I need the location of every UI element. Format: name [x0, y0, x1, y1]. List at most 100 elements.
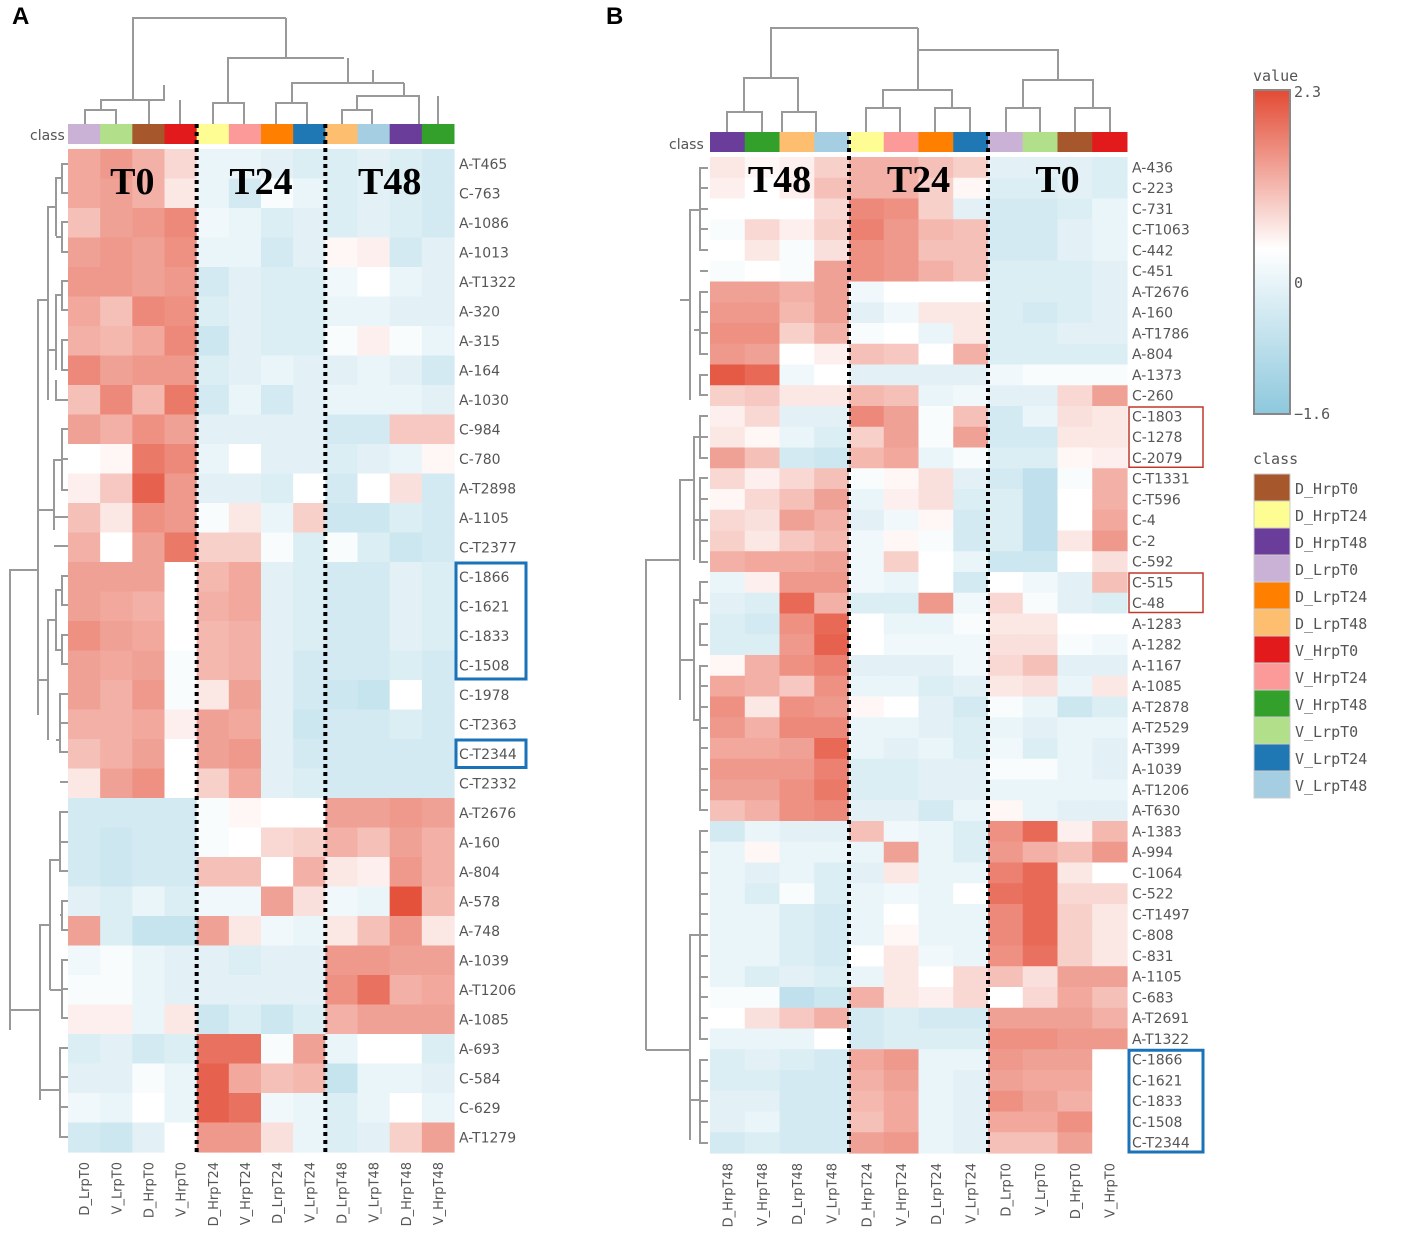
heatmap-cell [814, 1007, 850, 1030]
heatmap-cell [814, 1111, 850, 1133]
heatmap-cell [883, 281, 920, 303]
heatmap-cell [261, 945, 294, 976]
heatmap-cell [228, 1063, 262, 1094]
heatmap-cell [918, 157, 954, 179]
row-label: A-804 [1132, 347, 1173, 363]
heatmap-cell [325, 1063, 359, 1094]
row-label: A-578 [459, 894, 500, 910]
heatmap-cell [1057, 219, 1093, 241]
row-label: C-831 [1132, 949, 1174, 965]
heatmap-cell [918, 945, 954, 967]
heatmap-cell [196, 1093, 230, 1124]
heatmap-cell [132, 798, 166, 829]
row-label: C-1621 [459, 599, 509, 615]
heatmap-cell [710, 364, 746, 386]
heatmap-cell [1057, 779, 1093, 801]
heatmap-cell [132, 473, 166, 504]
heatmap-cell [357, 709, 391, 740]
heatmap-cell [744, 198, 781, 220]
heatmap-cell [849, 987, 885, 1009]
heatmap-cell [883, 509, 920, 532]
heatmap-cell [988, 841, 1024, 864]
heatmap-cell [132, 709, 166, 740]
heatmap-cell [196, 326, 230, 357]
heatmap-cell [100, 798, 133, 829]
heatmap-cell [1022, 281, 1059, 303]
heatmap-cell [814, 1090, 850, 1113]
heatmap-cell [421, 237, 455, 268]
heatmap-cell [228, 857, 262, 888]
heatmap-cell [1057, 1090, 1093, 1113]
heatmap-cell [100, 886, 133, 917]
heatmap-cell [196, 798, 230, 829]
panel-b: B class T48 T24 T0 A-436 C-223 C-731 C-T1063 C… [606, 3, 1205, 1227]
heatmap-cell [1092, 406, 1128, 428]
heatmap-cell [1022, 468, 1059, 490]
heatmap-cell [918, 1090, 954, 1113]
heatmap-cell [164, 562, 198, 593]
heatmap-cell [389, 886, 423, 917]
heatmap-cell [814, 572, 850, 594]
heatmap-cell [953, 468, 989, 490]
heatmap-cell [918, 364, 954, 386]
heatmap-cell [710, 945, 746, 967]
heatmap-cell [1022, 1090, 1059, 1113]
heatmap-cell [228, 886, 262, 917]
heatmap-cell [261, 739, 294, 770]
heatmap-cell [1057, 987, 1093, 1009]
heatmap-cell [100, 1093, 133, 1124]
heatmap-cell [68, 1122, 101, 1153]
heatmap-cell [261, 149, 294, 180]
heatmap-cell [953, 655, 989, 677]
row-label: A-994 [1132, 845, 1173, 861]
heatmap-cell [814, 157, 850, 179]
panel-b-row-labels: A-436 C-223 C-731 C-T1063 C-442 C-451 A-T2676 A… [1132, 160, 1190, 1151]
heatmap-cell [1092, 572, 1128, 594]
heatmap-cell [883, 1132, 920, 1154]
heatmap-cell [744, 364, 781, 386]
heatmap-cell [710, 240, 746, 262]
heatmap-cell [710, 1028, 746, 1050]
heatmap-cell [261, 1063, 294, 1094]
panel-a-heatmap [68, 149, 455, 1153]
heatmap-cell [710, 987, 746, 1009]
heatmap-cell [744, 509, 781, 532]
heatmap-cell [953, 758, 989, 781]
heatmap-cell [953, 1049, 989, 1071]
heatmap-cell [744, 1007, 781, 1030]
heatmap-cell [744, 613, 781, 635]
heatmap-cell [779, 945, 815, 967]
class-legend-swatch [1253, 527, 1291, 556]
heatmap-cell [228, 739, 262, 770]
heatmap-cell [100, 768, 133, 799]
class-bar-cell [100, 124, 133, 144]
row-label: A-T1322 [1132, 1032, 1189, 1048]
group-label: T48 [748, 159, 811, 201]
heatmap-cell [849, 945, 885, 967]
class-bar-cell [1022, 132, 1058, 152]
row-label: A-1039 [1132, 762, 1182, 778]
heatmap-cell [918, 509, 954, 532]
heatmap-cell [779, 198, 815, 220]
heatmap-cell [779, 157, 815, 179]
heatmap-cell [68, 680, 101, 711]
heatmap-cell [849, 634, 885, 656]
heatmap-cell [100, 827, 133, 858]
column-label: V_LrpT48 [368, 1162, 383, 1223]
heatmap-cell [68, 503, 101, 534]
heatmap-cell [779, 987, 815, 1009]
heatmap-cell [100, 503, 133, 534]
heatmap-cell [1022, 779, 1059, 801]
heatmap-cell [988, 572, 1024, 594]
panel-b-highlight-boxes [1127, 406, 1205, 1154]
class-legend-swatch [1253, 662, 1291, 691]
heatmap-cell [421, 827, 455, 858]
heatmap-cell [1057, 592, 1093, 615]
heatmap-cell [389, 1093, 423, 1124]
row-label: A-1013 [459, 245, 509, 261]
heatmap-cell [100, 739, 133, 770]
heatmap-cell [953, 883, 989, 905]
class-legend-swatch [1253, 716, 1291, 745]
heatmap-cell [421, 621, 455, 652]
heatmap-cell [293, 886, 326, 917]
